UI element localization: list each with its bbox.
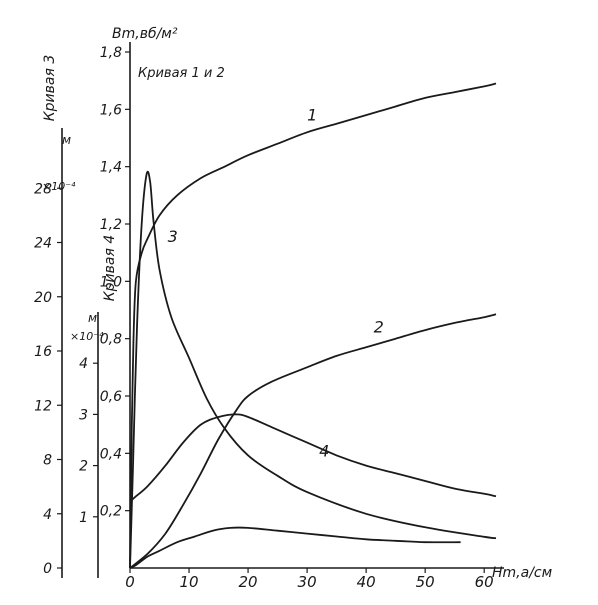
y-curve3-tick-label: 16 [34, 344, 52, 360]
y-main-tick-label: 0,6 [100, 389, 122, 405]
y-curve3-tick-label: 8 [43, 453, 52, 469]
x-tick-label: 60 [475, 573, 494, 591]
curve-label: 3 [168, 227, 178, 246]
x-tick-label: 30 [298, 573, 317, 591]
curve-label: 1 [307, 105, 317, 124]
y-axis-main-label: Bm,вб/м² [112, 26, 178, 42]
y-curve4-tick-label: 1 [79, 510, 88, 526]
y-curve3-tick-label: 12 [34, 398, 52, 414]
y-curve3-tick-label: 28 [34, 181, 52, 197]
y-main-tick-label: 0,8 [100, 332, 122, 348]
y-main-tick-label: 1,2 [100, 217, 122, 233]
x-tick-label: 40 [357, 573, 376, 591]
x-tick-label: 50 [416, 573, 435, 591]
y-main-tick-label: 1,8 [100, 45, 122, 61]
y-axis-curve3-multiplier: ×10⁻⁴ [42, 180, 76, 193]
y-axis-curve4-unit: м [88, 311, 97, 325]
curve-label: 2 [374, 318, 384, 337]
y-main-tick-label: 1,4 [100, 160, 122, 176]
y-axis-curve3-unit: м [62, 133, 71, 147]
x-axis-label: Hm,a/cм [492, 565, 553, 581]
y-curve3-tick-label: 20 [34, 290, 52, 306]
y-main-tick-label: 0,4 [100, 446, 122, 462]
y-axis-curve4-multiplier: ×10⁻⁴ [70, 330, 104, 343]
y-axis-curve4-title: Кривая 4 [102, 235, 118, 302]
x-tick-label: 20 [239, 573, 258, 591]
x-tick-label: 0 [125, 573, 135, 591]
series-line-1 [129, 82, 497, 569]
y-curve3-tick-label: 24 [34, 236, 52, 252]
y-curve4-tick-label: 3 [79, 407, 88, 423]
series-line-2 [129, 313, 497, 569]
y-curve4-tick-label: 4 [79, 356, 88, 372]
series-line-3 [129, 170, 497, 569]
y-curve3-tick-label: 4 [43, 507, 52, 523]
y-axis-curve3-title: Кривая 3 [42, 55, 58, 122]
y-curve4-tick-label: 2 [79, 459, 88, 475]
x-tick-label: 10 [179, 573, 198, 591]
y-main-tick-label: 1,0 [100, 274, 122, 290]
y-curve3-tick-label: 0 [43, 561, 52, 577]
curve-label: 4 [319, 442, 329, 461]
y-main-tick-label: 0,2 [100, 504, 122, 520]
y-main-tick-label: 1,6 [100, 102, 122, 118]
series-line-unlabeled [129, 526, 461, 569]
y-axis-main-note: Кривая 1 и 2 [138, 66, 225, 81]
series-line-4 [129, 413, 497, 503]
